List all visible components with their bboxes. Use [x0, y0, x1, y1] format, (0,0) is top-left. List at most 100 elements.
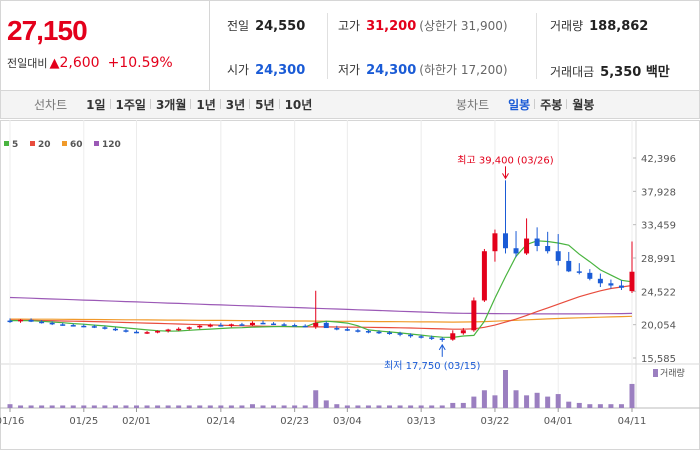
- candle: [618, 280, 624, 291]
- candle-body: [123, 330, 129, 332]
- candle: [608, 279, 614, 289]
- volume-bar: [207, 405, 213, 408]
- tab-3m[interactable]: 3개월: [149, 96, 191, 113]
- volume-bar: [334, 404, 340, 408]
- volume-bar: [165, 405, 171, 408]
- volume-bar: [281, 405, 287, 408]
- tab-3y[interactable]: 3년: [219, 96, 250, 113]
- volume-bar: [144, 405, 150, 408]
- candle-body: [471, 300, 477, 331]
- candle: [597, 273, 603, 288]
- candle: [155, 330, 161, 334]
- candle: [144, 331, 150, 335]
- candle-body: [502, 233, 508, 249]
- volume-bar: [123, 405, 129, 408]
- candle: [387, 331, 393, 335]
- divider: [536, 13, 537, 79]
- candle: [524, 218, 530, 255]
- y-tick-label: 37,928: [641, 187, 676, 198]
- volume-bar: [60, 405, 66, 408]
- volume-bar: [39, 405, 45, 408]
- x-tick-label: 02/01: [122, 416, 151, 427]
- legend-label-5: 5: [12, 140, 18, 150]
- y-tick-label: 20,054: [641, 321, 676, 332]
- volume-bar: [524, 395, 530, 408]
- prev-close: 전일 24,550: [227, 17, 305, 34]
- candle: [355, 328, 361, 333]
- candle: [39, 320, 45, 324]
- volume-bar: [70, 405, 76, 408]
- candle-body: [260, 322, 266, 325]
- candle-body: [513, 248, 519, 254]
- legend-label-60: 60: [70, 140, 83, 150]
- price-change: 전일대비 ▲2,600 +10.59%: [7, 55, 173, 71]
- x-tick-label: 04/01: [544, 416, 573, 427]
- low-label: 저가: [338, 63, 361, 77]
- volume-bar: [492, 395, 498, 408]
- volume-bar: [597, 404, 603, 408]
- candle-body: [323, 322, 329, 329]
- candle: [534, 227, 540, 252]
- volume-bar: [502, 370, 508, 408]
- candle: [176, 327, 182, 332]
- volume-bar: [228, 405, 234, 408]
- quote-summary: 27,150 전일대비 ▲2,600 +10.59% 전일 24,550 시가 24,3…: [0, 0, 700, 91]
- tab-1d[interactable]: 1일: [86, 98, 106, 112]
- candle: [576, 263, 582, 275]
- candle: [165, 328, 171, 333]
- volume-bar: [355, 405, 361, 408]
- candle: [450, 330, 456, 341]
- candle: [313, 290, 319, 329]
- candle-body: [207, 325, 213, 327]
- volume-bar: [481, 390, 487, 408]
- volume-bar: [218, 405, 224, 408]
- tab-monthly[interactable]: 월봉: [566, 96, 599, 113]
- volume-legend-swatch: [653, 369, 658, 377]
- legend-label-120: 120: [102, 140, 121, 150]
- prev-close-value: 24,550: [255, 19, 306, 34]
- stock-chart[interactable]: 5 20 60 120 42,396 37,928 33,459 28,991 24,522 20…: [0, 120, 700, 450]
- candle: [566, 251, 572, 273]
- y-tick-label: 15,585: [641, 354, 676, 365]
- candle: [471, 297, 477, 332]
- candle-body: [271, 323, 277, 326]
- candle-body: [450, 333, 456, 340]
- volume-bar: [344, 405, 350, 408]
- volume-bar: [186, 405, 192, 408]
- candle-body: [155, 331, 161, 333]
- tab-daily[interactable]: 일봉: [508, 98, 531, 112]
- volume-bar: [112, 405, 118, 408]
- tab-10y[interactable]: 10년: [278, 96, 318, 113]
- change-value: 2,600: [59, 55, 100, 71]
- volume-bar: [397, 405, 403, 408]
- ma20-line: [9, 284, 633, 330]
- tab-1w[interactable]: 1주일: [109, 96, 151, 113]
- low-value: 24,300: [366, 63, 417, 78]
- candle-body: [545, 245, 551, 252]
- candle: [81, 324, 87, 328]
- candle-body: [91, 326, 97, 328]
- volume-bar: [618, 404, 624, 408]
- ma60-line: [10, 315, 633, 323]
- high-annotation: 최고 39,400 (03/26): [457, 154, 553, 166]
- tab-5y[interactable]: 5년: [249, 96, 279, 113]
- ma5-line: [10, 240, 633, 339]
- candle: [513, 231, 519, 258]
- candle: [102, 325, 108, 330]
- candle-body: [376, 331, 382, 334]
- tab-1y[interactable]: 1년: [190, 96, 220, 113]
- high-label: 고가: [338, 19, 361, 33]
- candle-body: [49, 322, 55, 325]
- tab-weekly[interactable]: 주봉: [534, 96, 567, 113]
- volume-bar: [513, 390, 519, 408]
- x-tick-label: 01/16: [0, 416, 24, 427]
- candle-body: [313, 322, 319, 327]
- candlestick-chart-svg: 5 20 60 120 42,396 37,928 33,459 28,991 24,522 20…: [0, 120, 700, 450]
- x-tick-label: 01/25: [69, 416, 98, 427]
- candle-body: [81, 325, 87, 328]
- y-tick-label: 42,396: [641, 154, 676, 165]
- candle: [271, 322, 277, 326]
- candle: [418, 334, 424, 339]
- candle-body: [334, 328, 340, 330]
- down-arrow-icon: [502, 173, 509, 180]
